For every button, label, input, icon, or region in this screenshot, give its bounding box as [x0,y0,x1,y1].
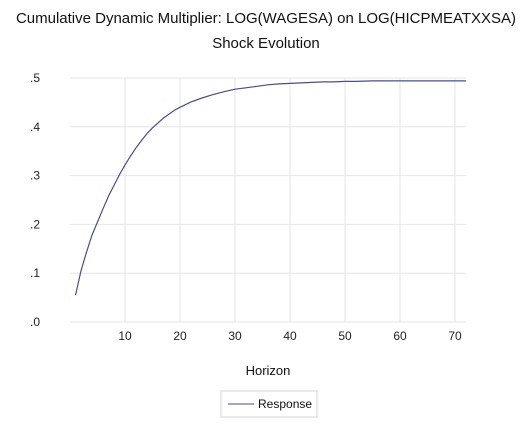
x-tick-label: 10 [118,329,132,343]
x-tick-label: 50 [338,329,352,343]
y-tick-label: .5 [30,71,40,85]
y-tick-label: .3 [30,169,40,183]
chart-subtitle: Shock Evolution [212,35,320,52]
chart-title: Cumulative Dynamic Multiplier: LOG(WAGES… [16,10,516,27]
x-tick-label: 40 [283,329,297,343]
x-axis-label: Horizon [246,363,291,378]
legend-label: Response [258,397,312,411]
x-tick-label: 60 [393,329,407,343]
y-tick-label: .0 [30,315,40,329]
series-line-response [74,80,466,296]
y-tick-label: .2 [30,217,40,231]
x-tick-label: 70 [448,329,462,343]
grid [70,77,466,323]
y-tick-label: .1 [30,266,40,280]
y-tick-label: .4 [30,120,40,134]
series-layer [74,80,466,296]
x-tick-label: 20 [173,329,187,343]
axis-ticks: .0 .1 .2 .3 .4 .5 10 20 30 40 50 60 70 [30,71,462,343]
x-tick-label: 30 [228,329,242,343]
legend: Response [220,390,318,418]
